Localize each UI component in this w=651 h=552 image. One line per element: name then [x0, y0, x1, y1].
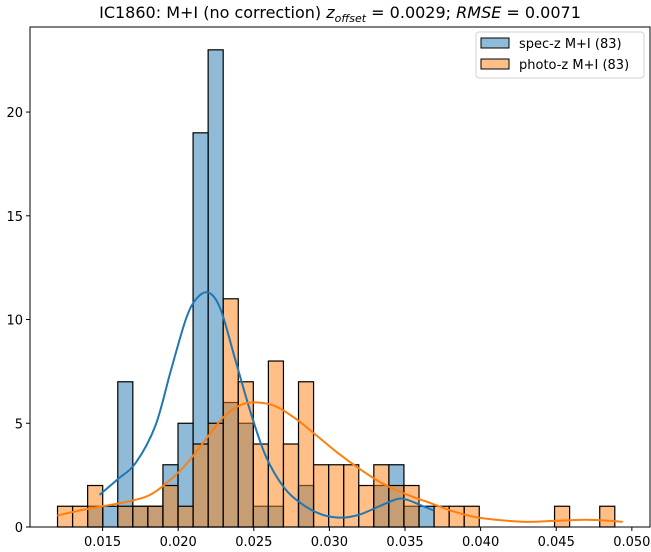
title-z-symbol: z [325, 3, 335, 22]
bar-series-1-bin-5 [132, 505, 149, 528]
x-tick-label: 0.035 [386, 535, 423, 550]
bar-series-1-bin-4 [117, 505, 134, 528]
y-tick-label: 10 [6, 314, 23, 329]
bar-series-1-bin-7 [162, 484, 179, 528]
x-tick-label: 0.030 [311, 535, 348, 550]
bar-series-1-bin-0 [56, 505, 74, 528]
bar-series-1-bin-8 [177, 505, 194, 528]
bar-series-1-bin-17 [312, 464, 330, 528]
kde-line-series-1 [56, 401, 623, 523]
y-tick-label: 0 [15, 521, 23, 536]
legend-swatch-series-0 [480, 37, 510, 49]
bar-series-0-bin-4 [117, 381, 134, 528]
bar-series-1-bin-20 [358, 484, 375, 528]
y-tick-label: 20 [6, 106, 23, 121]
bar-series-1-bin-6 [147, 505, 164, 528]
bar-series-0-bin-3 [102, 505, 119, 528]
bar-series-1-bin-26 [448, 505, 465, 528]
legend-box [475, 31, 645, 79]
title-prefix: IC1860: M+I (no correction) [99, 3, 326, 22]
legend-label-series-0: spec-z M+I (83) [519, 37, 622, 52]
kde-layer [56, 291, 623, 523]
title-rmse-value: = 0.0071 [501, 3, 581, 22]
bar-series-1-bin-15 [282, 443, 300, 528]
bar-series-1-bin-36 [599, 505, 616, 528]
bar-series-1-bin-23 [403, 484, 420, 528]
title-z-subscript: offset [335, 12, 367, 25]
legend: spec-z M+I (83) photo-z M+I (83) [475, 31, 645, 79]
kde-line-series-0 [98, 291, 435, 519]
x-tick-label: 0.015 [84, 535, 121, 550]
x-tick-label: 0.045 [538, 535, 575, 550]
legend-swatch-series-1 [480, 58, 510, 70]
bar-series-1-bin-33 [553, 505, 571, 528]
legend-label-series-1: photo-z M+I (83) [519, 58, 629, 73]
bar-series-1-bin-16 [297, 381, 315, 528]
bars-layer [56, 49, 616, 528]
x-tick-label: 0.025 [235, 535, 272, 550]
bar-series-1-bin-14 [267, 360, 285, 528]
x-tick-label: 0.020 [160, 535, 197, 550]
title-z-value: = 0.0029; [366, 3, 456, 22]
plot-frame [29, 26, 651, 528]
bar-series-1-bin-11 [222, 298, 239, 528]
x-tick-label: 0.040 [462, 535, 499, 550]
y-tick-label: 15 [6, 210, 23, 225]
bar-series-1-bin-9 [192, 443, 209, 528]
chart-title: IC1860: M+I (no correction) zoffset = 0.… [99, 3, 581, 25]
bar-series-1-bin-10 [207, 422, 224, 528]
axes: 0.015 0.020 0.025 0.030 0.035 0.040 0.045 0.050… [6, 26, 651, 550]
x-tick-label: 0.050 [613, 535, 650, 550]
y-tick-label: 5 [15, 417, 23, 432]
bar-series-1-bin-21 [373, 464, 390, 528]
title-rmse-symbol: RMSE [456, 3, 502, 22]
